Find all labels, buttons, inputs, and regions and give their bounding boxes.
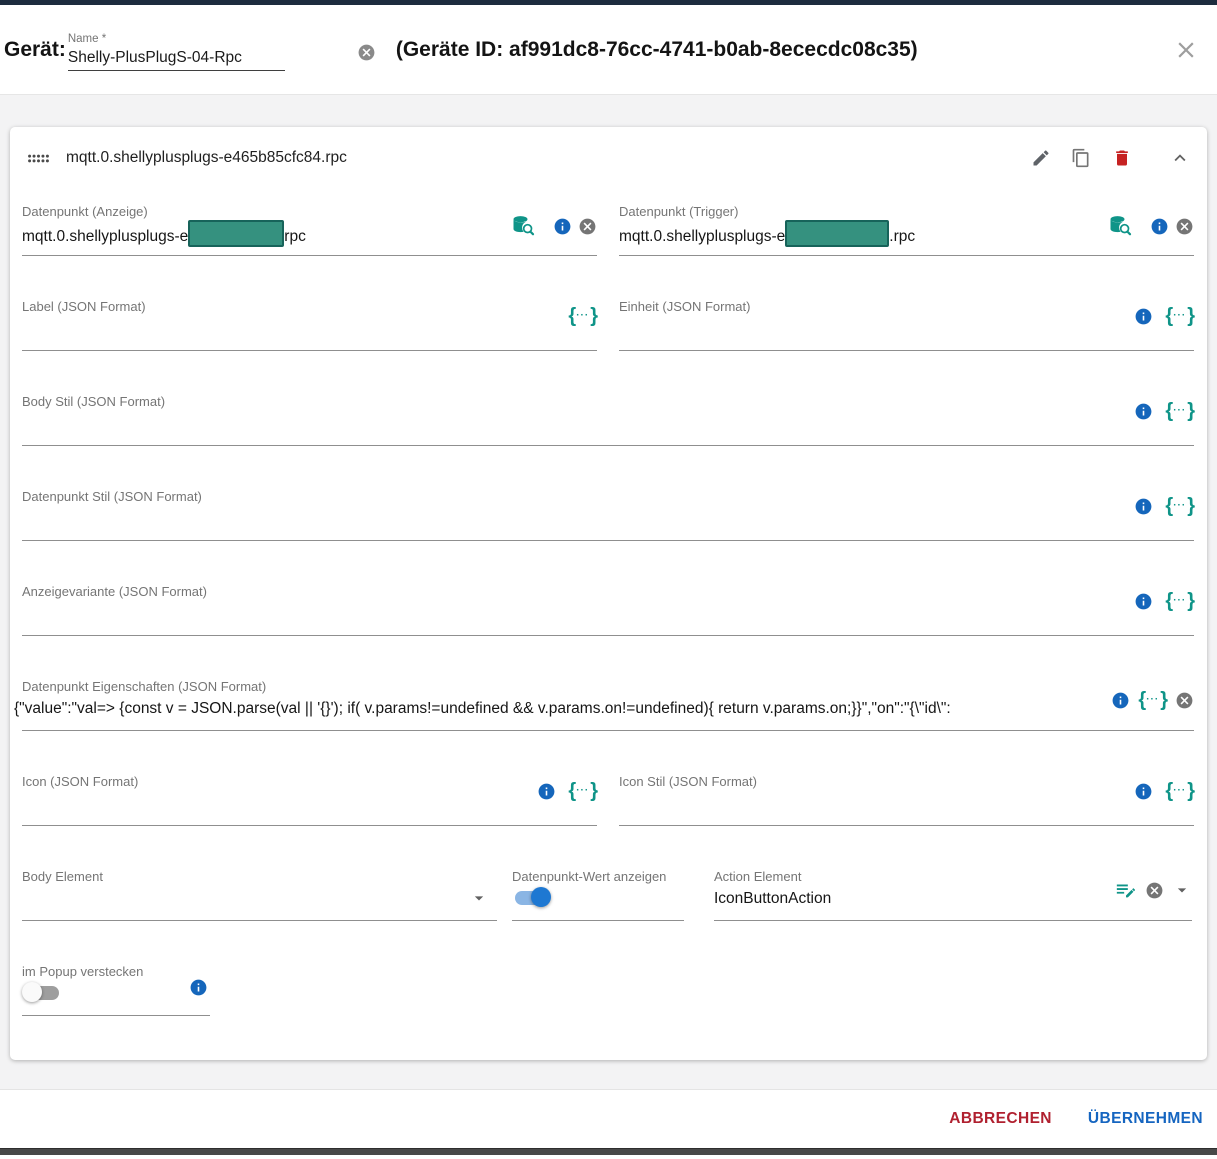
apply-button[interactable]: ÜBERNEHMEN (1082, 1102, 1209, 1136)
field-label-json[interactable]: Label (JSON Format) {···} (22, 298, 598, 351)
device-id-text: (Geräte ID: af991dc8-76cc-4741-b0ab-8ece… (395, 37, 918, 61)
window-top-edge (0, 0, 1217, 5)
dialog-close-icon[interactable] (1173, 37, 1199, 63)
datenpunkt-anzeige-value[interactable]: mqtt.0.shellyplusplugs-e rpc (22, 220, 597, 250)
clear-icon[interactable] (1145, 881, 1164, 900)
info-icon[interactable] (537, 782, 556, 801)
field-datenpunkt-anzeige[interactable]: Datenpunkt (Anzeige) mqtt.0.shellypluspl… (22, 203, 597, 256)
json-edit-icon[interactable]: {···} (1165, 305, 1195, 327)
clear-icon[interactable] (1175, 217, 1194, 236)
field-einheit-json[interactable]: Einheit (JSON Format) {···} (619, 298, 1195, 351)
window-bottom-edge (0, 1148, 1217, 1155)
field-label: Icon Stil (JSON Format) (619, 774, 757, 789)
info-icon[interactable] (1134, 782, 1153, 801)
info-icon[interactable] (1134, 497, 1153, 516)
info-icon[interactable] (189, 978, 208, 997)
card-header: mqtt.0.shellyplusplugs-e465b85cfc84.rpc (10, 127, 1207, 189)
field-label: Datenpunkt Stil (JSON Format) (22, 489, 202, 504)
wert-anzeigen-toggle[interactable] (512, 885, 552, 909)
field-body-element[interactable]: Body Element (22, 868, 497, 921)
chevron-down-icon[interactable] (1172, 880, 1192, 900)
name-field-label: Name * (67, 33, 107, 45)
field-label: Datenpunkt Eigenschaften (JSON Format) (22, 679, 267, 694)
widget-card: mqtt.0.shellyplusplugs-e465b85cfc84.rpc … (10, 127, 1207, 1060)
datapoint-search-icon[interactable] (1108, 214, 1132, 238)
copy-icon[interactable] (1071, 148, 1091, 168)
field-anzeigevariante-json[interactable]: Anzeigevariante (JSON Format) {···} (22, 583, 1195, 636)
field-label: Datenpunkt-Wert anzeigen (512, 869, 667, 884)
info-icon[interactable] (1134, 402, 1153, 421)
field-label: Datenpunkt (Trigger) (619, 204, 739, 219)
info-icon[interactable] (1111, 691, 1130, 710)
cancel-button[interactable]: ABBRECHEN (943, 1102, 1058, 1136)
json-edit-icon[interactable]: {···} (1165, 590, 1195, 612)
json-edit-icon[interactable]: {···} (568, 305, 598, 327)
info-icon[interactable] (1134, 307, 1153, 326)
field-datenpunkt-stil-json[interactable]: Datenpunkt Stil (JSON Format) {···} (22, 488, 1195, 541)
json-edit-icon[interactable]: {···} (1165, 780, 1195, 802)
drag-handle-icon[interactable] (28, 154, 49, 163)
redaction-box (188, 220, 285, 247)
json-edit-icon[interactable]: {···} (1165, 400, 1195, 422)
field-label: Label (JSON Format) (22, 299, 146, 314)
edit-icon[interactable] (1031, 148, 1051, 168)
collapse-chevron-icon[interactable] (1169, 147, 1191, 169)
datenpunkt-eigenschaften-value[interactable]: {"value":"val=> {const v = JSON.parse(va… (14, 700, 951, 717)
dialog-title: Gerät: (4, 37, 66, 61)
field-label: Datenpunkt (Anzeige) (22, 204, 148, 219)
chevron-down-icon[interactable] (469, 888, 489, 908)
field-label: im Popup verstecken (22, 964, 144, 979)
dialog-content: mqtt.0.shellyplusplugs-e465b85cfc84.rpc … (0, 95, 1217, 1090)
field-label: Body Element (22, 869, 103, 884)
field-label: Anzeigevariante (JSON Format) (22, 584, 207, 599)
name-input[interactable]: Shelly-PlusPlugS-04-Rpc (67, 49, 242, 66)
dialog-header: Gerät: Name * Shelly-PlusPlugS-04-Rpc (G… (0, 5, 1217, 95)
field-label: Icon (JSON Format) (22, 774, 139, 789)
card-form: Datenpunkt (Anzeige) mqtt.0.shellypluspl… (10, 189, 1207, 1060)
dialog-actions: ABBRECHEN ÜBERNEHMEN (0, 1090, 1217, 1148)
json-edit-icon[interactable]: {···} (568, 780, 598, 802)
field-label: Action Element (714, 869, 802, 884)
datenpunkt-trigger-value[interactable]: mqtt.0.shellyplusplugs-e .rpc (619, 220, 1194, 250)
clear-icon[interactable] (1175, 691, 1194, 710)
name-clear-icon[interactable] (357, 43, 376, 62)
field-im-popup-verstecken[interactable]: im Popup verstecken (22, 963, 210, 1016)
clear-icon[interactable] (578, 217, 597, 236)
redaction-box (785, 220, 890, 247)
field-datenpunkt-trigger[interactable]: Datenpunkt (Trigger) mqtt.0.shellypluspl… (619, 203, 1194, 256)
datapoint-search-icon[interactable] (511, 214, 535, 238)
card-title: mqtt.0.shellyplusplugs-e465b85cfc84.rpc (66, 149, 347, 166)
field-icon-stil-json[interactable]: Icon Stil (JSON Format) {···} (619, 773, 1195, 826)
info-icon[interactable] (1150, 217, 1169, 236)
json-edit-icon[interactable]: {···} (1138, 689, 1168, 711)
field-datenpunkt-eigenschaften-json[interactable]: Datenpunkt Eigenschaften (JSON Format) {… (14, 678, 1194, 731)
field-label: Einheit (JSON Format) (619, 299, 751, 314)
field-icon-json[interactable]: Icon (JSON Format) {···} (22, 773, 598, 826)
field-action-element[interactable]: Action Element IconButtonAction (714, 868, 1192, 921)
action-element-value[interactable]: IconButtonAction (714, 890, 832, 907)
name-field[interactable]: Name * Shelly-PlusPlugS-04-Rpc (67, 32, 285, 71)
field-label: Body Stil (JSON Format) (22, 394, 166, 409)
bottom-whitespace (0, 1155, 1217, 1159)
json-edit-icon[interactable]: {···} (1165, 495, 1195, 517)
delete-icon[interactable] (1112, 148, 1132, 168)
im-popup-verstecken-toggle[interactable] (22, 980, 62, 1004)
info-icon[interactable] (1134, 592, 1153, 611)
field-wert-anzeigen[interactable]: Datenpunkt-Wert anzeigen (512, 868, 684, 921)
field-body-stil-json[interactable]: Body Stil (JSON Format) {···} (22, 393, 1195, 446)
playlist-edit-icon[interactable] (1115, 879, 1137, 901)
info-icon[interactable] (553, 217, 572, 236)
